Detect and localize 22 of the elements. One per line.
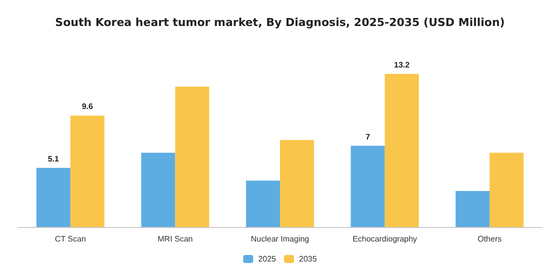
bar (350, 146, 385, 227)
x-tick-label: Echocardiography (352, 234, 418, 244)
data-label: 7 (366, 132, 371, 142)
bar (175, 86, 210, 227)
bar (384, 74, 419, 227)
bar (280, 140, 314, 227)
data-label: 9.6 (82, 102, 94, 112)
data-label: 13.2 (394, 60, 410, 70)
bar (70, 116, 104, 227)
bar (246, 180, 280, 227)
bar (490, 152, 524, 227)
chart-title: South Korea heart tumor market, By Diagnosis, 2025-2035 (USD Million) (55, 16, 505, 29)
bar (141, 152, 176, 227)
bar (456, 191, 490, 227)
legend-label: 2035 (299, 254, 318, 264)
bar (36, 168, 70, 227)
data-label: 5.1 (48, 154, 60, 164)
legend-label: 2025 (258, 254, 277, 264)
x-tick-label: MRI Scan (158, 234, 193, 244)
x-tick-label: Others (478, 234, 502, 244)
x-tick-label: CT Scan (54, 234, 86, 244)
x-tick-label: Nuclear Imaging (250, 234, 310, 244)
